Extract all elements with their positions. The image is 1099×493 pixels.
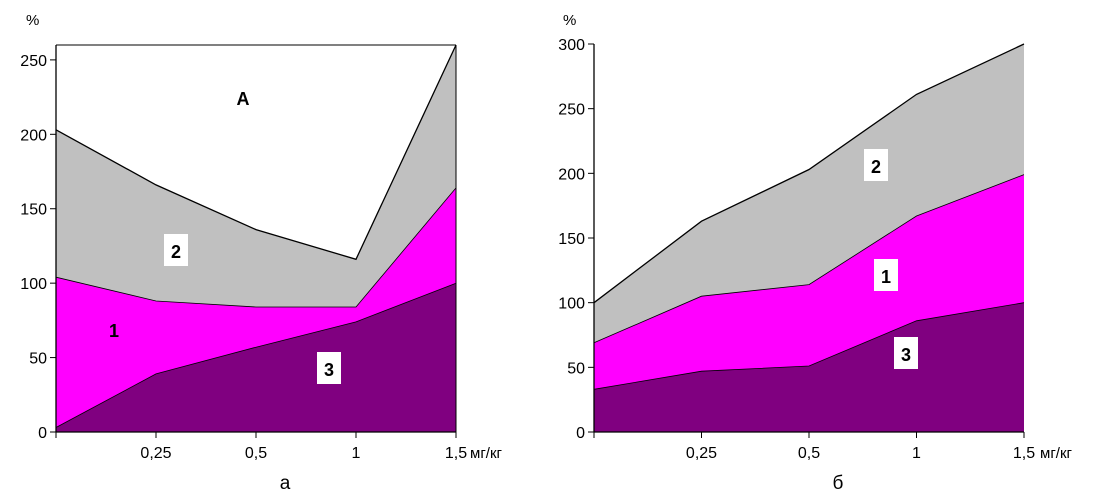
- series-line-1: [55, 187, 457, 308]
- chart-panel-a: 0 50 100 150 200 250 0,25 0,5 1 1,5% мг/кг а А 2 1 3: [20, 12, 502, 493]
- series-line-2: [55, 44, 457, 261]
- x-tick-label: 1: [352, 445, 361, 462]
- y-tick-label: 0: [38, 425, 47, 442]
- region-label: А: [237, 89, 250, 109]
- series-area-2: [594, 44, 1024, 343]
- y-tick-label: 150: [20, 202, 47, 219]
- region-label: 1: [881, 267, 891, 287]
- series-line-1: [593, 174, 1025, 344]
- series-line-2: [593, 43, 1025, 304]
- region-label-box: [894, 337, 918, 369]
- series-area-3: [56, 283, 456, 432]
- series-line-3: [593, 302, 1025, 390]
- panel-letter: а: [280, 473, 291, 493]
- y-tick-label: 50: [567, 360, 585, 377]
- series-area-3: [594, 302, 1024, 432]
- y-tick-label: 200: [558, 166, 585, 183]
- region-label: 2: [171, 242, 181, 262]
- x-tick-label: 0,5: [245, 445, 267, 462]
- region-label-box: [164, 234, 188, 266]
- region-label: 2: [871, 157, 881, 177]
- y-axis-label: %: [26, 12, 39, 29]
- y-tick-label: 250: [558, 102, 585, 119]
- y-tick-label: 100: [20, 276, 47, 293]
- region-label: 3: [901, 345, 911, 365]
- region-label-box: [864, 149, 888, 181]
- y-tick-label: 0: [576, 425, 585, 442]
- x-axis-unit-label: мг/кг: [470, 445, 503, 462]
- series-area-1: [56, 187, 456, 428]
- y-tick-label: 150: [558, 231, 585, 248]
- series-area-2: [56, 45, 456, 307]
- x-tick-label: 1,5: [445, 445, 467, 462]
- x-tick-label: 0,25: [140, 445, 171, 462]
- y-tick-label: 50: [29, 351, 47, 368]
- x-tick-label: 1,5: [1013, 445, 1035, 462]
- series-area-1: [594, 174, 1024, 390]
- x-axis-unit-label: мг/кг: [1040, 445, 1073, 462]
- x-tick-label: 0,5: [798, 445, 820, 462]
- series-line-3: [55, 282, 457, 428]
- chart-panel-b: 0 50 100 150 200 250 300 0,25 0,5 1 1,5% мг/кг б 2 1 3: [558, 12, 1072, 493]
- panel-letter: б: [833, 473, 844, 493]
- region-label-box: [874, 259, 898, 291]
- y-tick-label: 300: [558, 37, 585, 54]
- x-tick-label: 1: [912, 445, 921, 462]
- region-label: 1: [109, 321, 119, 341]
- y-axis-label: %: [563, 12, 576, 29]
- region-label: 3: [324, 360, 334, 380]
- y-tick-label: 250: [20, 53, 47, 70]
- y-tick-label: 100: [558, 296, 585, 313]
- x-tick-label: 0,25: [686, 445, 717, 462]
- y-tick-label: 200: [20, 127, 47, 144]
- region-label-box: [317, 352, 341, 384]
